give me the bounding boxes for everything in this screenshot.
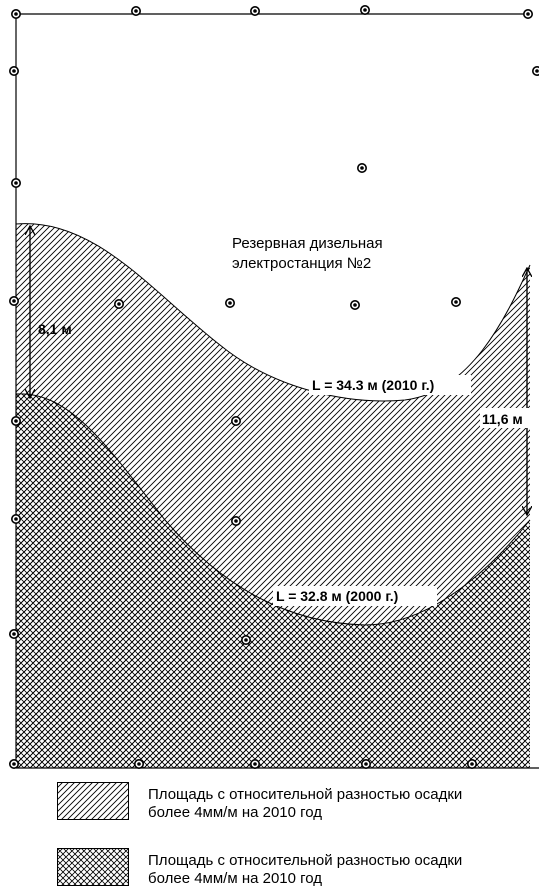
benchmark-point-icon	[231, 415, 242, 426]
legend-hatched-line2: более 4мм/м на 2010 год	[148, 804, 323, 821]
benchmark-point-icon	[131, 6, 142, 16]
crosshatch-swatch-icon	[57, 848, 129, 886]
station-label-line2: электростанция №2	[232, 255, 371, 272]
legend-hatched-line1: Площадь с относительной разностью осадки	[148, 786, 463, 803]
benchmark-point-icon	[134, 758, 145, 769]
benchmark-point-icon	[349, 299, 360, 310]
benchmark-point-icon	[359, 5, 370, 15]
boundary-line-2010	[15, 223, 531, 402]
dimension-label-right: 11,6 м	[482, 411, 523, 427]
boundary-line-2000	[15, 393, 531, 626]
benchmark-point-icon	[9, 295, 19, 306]
benchmark-point-icon	[9, 628, 19, 639]
benchmark-point-icon	[11, 415, 21, 426]
benchmark-point-icon	[450, 296, 461, 307]
benchmark-points	[9, 5, 539, 769]
dimension-label-left: 8,1 м	[38, 321, 72, 337]
station-label-line1: Резервная дизельная	[232, 235, 383, 252]
legend-crosshatched-line2: более 4мм/м на 2010 год	[148, 870, 323, 887]
area-2000-crosshatched	[16, 393, 530, 768]
benchmark-point-icon	[9, 758, 19, 769]
benchmark-point-icon	[522, 9, 533, 19]
benchmark-point-icon	[532, 66, 539, 76]
boundary-label-2000: L = 32.8 м (2000 г.)	[276, 588, 398, 604]
benchmark-point-icon	[231, 515, 242, 526]
benchmark-point-icon	[11, 513, 21, 524]
benchmark-point-icon	[11, 178, 21, 189]
benchmark-point-icon	[225, 297, 236, 308]
benchmark-point-icon	[250, 758, 261, 769]
boundary-label-2010: L = 34.3 м (2010 г.)	[312, 377, 434, 393]
benchmark-point-icon	[11, 9, 21, 19]
benchmark-point-icon	[360, 758, 371, 769]
legend-crosshatched-line1: Площадь с относительной разностью осадки	[148, 852, 463, 869]
benchmark-point-icon	[466, 758, 477, 769]
benchmark-point-icon	[356, 163, 367, 174]
hatch-swatch-icon	[57, 782, 129, 820]
benchmark-point-icon	[241, 634, 252, 645]
benchmark-point-icon	[250, 6, 261, 16]
benchmark-point-icon	[114, 298, 125, 309]
benchmark-point-icon	[9, 66, 19, 77]
